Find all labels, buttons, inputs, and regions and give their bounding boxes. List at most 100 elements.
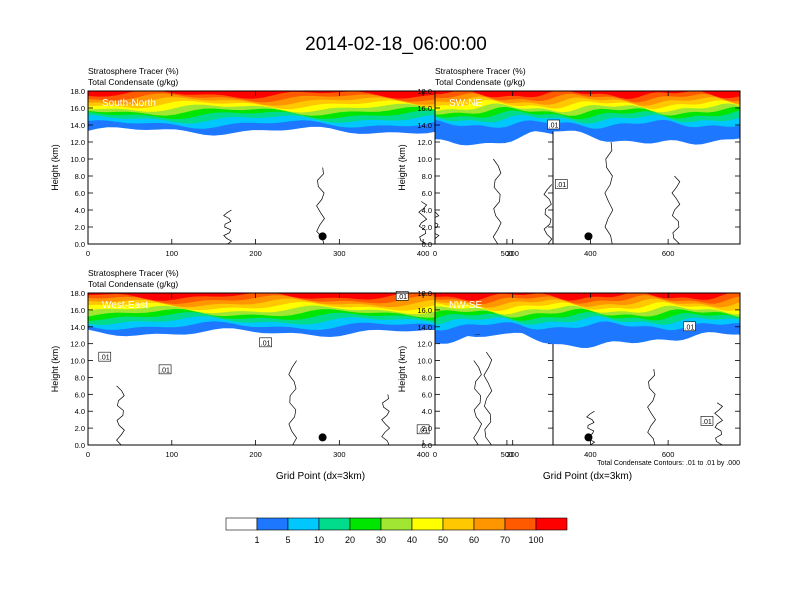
- x-tick-label: 400: [584, 450, 597, 459]
- contour-label: .01: [685, 324, 695, 331]
- y-tick-label: 0.0: [75, 441, 85, 450]
- panel-nw-se: NW-SE .01 .01 0.0 2.0 4.0 6.0 8.0 10.0 12.0 14.0 16…: [397, 289, 741, 482]
- condensate-contour: [418, 201, 428, 244]
- panel-sw-ne: SW-NE .01 .01 0.0 2.0 4.0 6.0 8.0 10.0 12.0 14.0 16…: [397, 66, 741, 258]
- condensate-contour: [647, 368, 656, 445]
- colorbar-swatch: [318, 517, 351, 531]
- condensate-contour: [586, 410, 596, 445]
- location-marker: [584, 433, 593, 442]
- x-tick-label: 500: [501, 450, 514, 459]
- plot-frame: [87, 292, 554, 446]
- y-tick-label: 18.0: [70, 87, 85, 96]
- panel-label: NW-SE: [449, 300, 482, 311]
- condensate-contour: [116, 385, 125, 445]
- condensate-contour: [435, 211, 440, 244]
- location-marker: [584, 232, 593, 241]
- location-marker: [318, 433, 327, 442]
- y-tick-label: 4.0: [75, 407, 85, 416]
- panel-header-line2: Total Condensate (g/kg): [88, 77, 178, 87]
- figure-title: 2014-02-18_06:00:00: [305, 34, 487, 55]
- x-tick-label: 400: [417, 249, 430, 258]
- x-tick-label: 600: [662, 450, 675, 459]
- y-tick-label: 6.0: [422, 390, 432, 399]
- panel-header-line2: Total Condensate (g/kg): [435, 77, 525, 87]
- colorbar-swatch: [349, 517, 382, 531]
- panel-header-line1: Stratosphere Tracer (%): [88, 268, 179, 278]
- contour-footer: Total Condensate Contours: .01 to .01 by…: [597, 460, 740, 467]
- y-tick-label: 0.0: [75, 240, 85, 249]
- x-tick-label: 300: [333, 450, 346, 459]
- colorbar-label: 1: [254, 535, 259, 545]
- y-tick-label: 16.0: [417, 306, 432, 315]
- plot-frame: [434, 90, 741, 245]
- tracer-band: [435, 91, 740, 99]
- contour-label-box: [259, 337, 272, 348]
- y-tick-label: 6.0: [422, 189, 432, 198]
- x-tick-label: 600: [662, 249, 675, 258]
- x-tick-label: 0: [86, 249, 90, 258]
- colorbar-label: 10: [314, 535, 324, 545]
- contour-label: .01: [549, 123, 559, 130]
- contour-label-box: [416, 424, 430, 435]
- x-tick-label: 0: [433, 450, 437, 459]
- y-axis-label: Height (km): [397, 346, 407, 393]
- tracer-band: [435, 293, 740, 301]
- x-tick-label: 100: [166, 450, 179, 459]
- y-axis-label: Height (km): [397, 144, 407, 191]
- x-tick-label: 400: [417, 450, 430, 459]
- colorbar-swatch: [287, 517, 320, 531]
- x-tick-label: 0: [86, 450, 90, 459]
- condensate-contour: [223, 209, 233, 244]
- condensate-contour: [473, 360, 483, 445]
- y-tick-label: 4.0: [422, 206, 432, 215]
- colorbar-swatch: [411, 517, 444, 531]
- y-tick-label: 18.0: [70, 289, 85, 298]
- y-tick-label: 10.0: [417, 357, 432, 366]
- contour-label: .01: [261, 340, 271, 347]
- y-tick-label: 6.0: [75, 189, 85, 198]
- panel-header-line2: Total Condensate (g/kg): [88, 279, 178, 289]
- y-tick-label: 12.0: [417, 340, 432, 349]
- y-tick-label: 8.0: [75, 172, 85, 181]
- contour-label-box: [158, 364, 172, 375]
- y-tick-label: 4.0: [422, 407, 432, 416]
- y-tick-label: 2.0: [422, 223, 432, 232]
- y-tick-label: 14.0: [417, 323, 432, 332]
- x-tick-label: 200: [249, 249, 262, 258]
- y-axis-label: Height (km): [50, 144, 60, 191]
- condensate-contour: [604, 141, 614, 244]
- panel-label: West-East: [102, 300, 148, 311]
- contour-label-box: [554, 179, 568, 189]
- y-tick-label: 0.0: [422, 441, 432, 450]
- colorbar-label: 70: [500, 535, 510, 545]
- contour-label-box: [547, 119, 560, 130]
- colorbar-swatch: [504, 517, 537, 531]
- colorbar-swatch: [256, 517, 289, 531]
- x-tick-label: 300: [333, 249, 346, 258]
- y-tick-label: 2.0: [75, 223, 85, 232]
- contour-label: .01: [160, 367, 170, 374]
- plot-frame: [434, 292, 741, 446]
- y-tick-label: 10.0: [70, 357, 85, 366]
- y-tick-label: 10.0: [417, 155, 432, 164]
- colorbar-label: 30: [376, 535, 386, 545]
- y-tick-label: 10.0: [70, 155, 85, 164]
- colorbar-label: 50: [438, 535, 448, 545]
- colorbar-label: 40: [407, 535, 417, 545]
- contour-label: .01: [702, 419, 712, 426]
- panel-label: South-North: [102, 98, 156, 109]
- y-tick-label: 12.0: [70, 340, 85, 349]
- x-tick-label: 200: [506, 450, 519, 459]
- contour-label: .01: [100, 355, 110, 362]
- colorbar-label: 100: [528, 535, 543, 545]
- colorbar-swatch: [535, 517, 568, 531]
- contour-label-box: [683, 321, 696, 332]
- x-tick-label: 400: [584, 249, 597, 258]
- y-tick-label: 18.0: [417, 289, 432, 298]
- x-tick-label: 200: [506, 249, 519, 258]
- colorbar-swatch: [225, 517, 258, 531]
- y-tick-label: 16.0: [70, 104, 85, 113]
- y-tick-label: 12.0: [70, 138, 85, 147]
- condensate-contour: [543, 184, 553, 244]
- y-tick-label: 8.0: [422, 373, 432, 382]
